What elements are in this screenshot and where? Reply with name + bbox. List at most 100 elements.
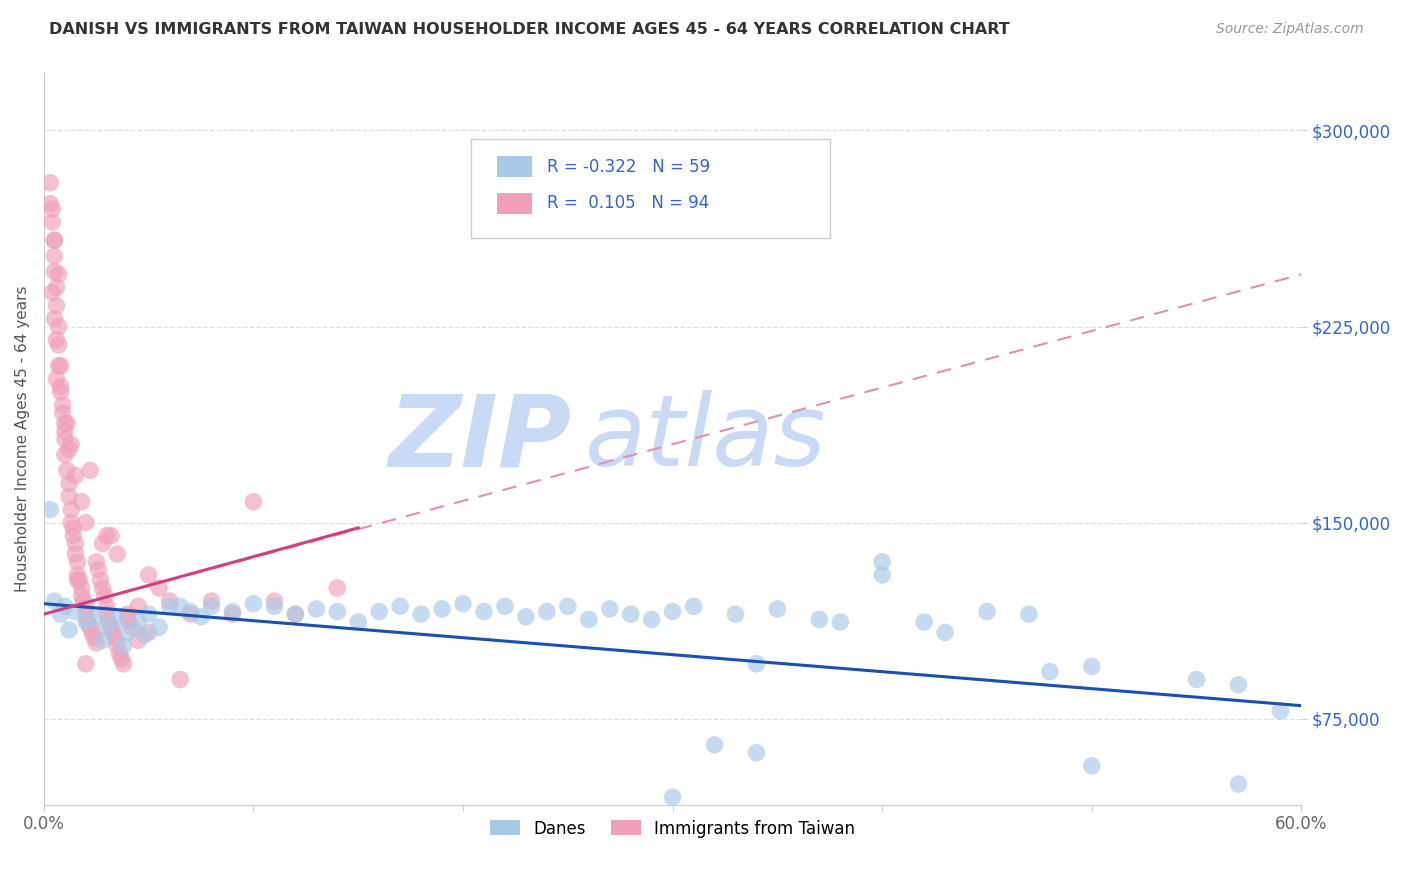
Point <box>53 448 76 462</box>
Point <box>830 615 852 629</box>
Point <box>148 620 170 634</box>
Point <box>70 589 93 603</box>
Point <box>44 233 66 247</box>
Point <box>75 607 97 622</box>
Point <box>808 612 831 626</box>
Point <box>60 516 83 530</box>
Point <box>96 529 118 543</box>
Point <box>242 494 264 508</box>
Point <box>45 333 67 347</box>
Point <box>200 599 222 614</box>
Point <box>89 573 111 587</box>
Point <box>1081 659 1104 673</box>
Legend: Danes, Immigrants from Taiwan: Danes, Immigrants from Taiwan <box>484 813 862 844</box>
Y-axis label: Householder Income Ages 45 - 64 years: Householder Income Ages 45 - 64 years <box>15 285 30 592</box>
Point <box>112 639 135 653</box>
Point <box>66 573 89 587</box>
Point <box>66 568 89 582</box>
Point <box>39 502 62 516</box>
Point <box>58 490 80 504</box>
Point <box>494 599 516 614</box>
Point <box>104 631 127 645</box>
Point <box>1185 673 1208 687</box>
Point <box>1227 678 1250 692</box>
Point <box>44 594 66 608</box>
Point <box>58 623 80 637</box>
Point <box>49 607 72 622</box>
Point <box>45 372 67 386</box>
Point <box>65 536 87 550</box>
Point <box>138 568 160 582</box>
Text: R =  0.105   N = 94: R = 0.105 N = 94 <box>547 194 709 212</box>
Point <box>724 607 747 622</box>
Point <box>100 529 122 543</box>
Point <box>134 628 156 642</box>
Point <box>368 605 391 619</box>
Point <box>84 636 107 650</box>
Point <box>110 651 132 665</box>
Text: atlas: atlas <box>585 391 827 488</box>
Point <box>45 280 67 294</box>
Point <box>41 285 63 300</box>
Point <box>127 633 149 648</box>
Point <box>79 463 101 477</box>
Point <box>578 612 600 626</box>
Point <box>200 594 222 608</box>
Point <box>112 657 135 671</box>
Point <box>58 476 80 491</box>
Point <box>49 380 72 394</box>
Bar <box>496 193 531 213</box>
Point <box>159 594 181 608</box>
Point <box>73 594 96 608</box>
Point <box>430 602 453 616</box>
Point <box>682 599 704 614</box>
Point <box>49 359 72 373</box>
Point <box>263 599 285 614</box>
Point <box>91 536 114 550</box>
Point <box>411 607 433 622</box>
Point <box>56 417 79 431</box>
Point <box>93 589 115 603</box>
Point <box>912 615 935 629</box>
Point <box>169 673 191 687</box>
Point <box>745 657 768 671</box>
Point <box>347 615 370 629</box>
Point <box>326 581 349 595</box>
Point <box>148 581 170 595</box>
Point <box>84 555 107 569</box>
Point <box>44 233 66 247</box>
Point <box>52 398 75 412</box>
Point <box>69 573 91 587</box>
Point <box>101 625 124 640</box>
Point <box>305 602 328 616</box>
Point <box>515 609 537 624</box>
Text: DANISH VS IMMIGRANTS FROM TAIWAN HOUSEHOLDER INCOME AGES 45 - 64 YEARS CORRELATI: DANISH VS IMMIGRANTS FROM TAIWAN HOUSEHO… <box>49 22 1010 37</box>
Point <box>640 612 662 626</box>
Point <box>472 605 495 619</box>
Bar <box>496 156 531 177</box>
Point <box>870 568 893 582</box>
FancyBboxPatch shape <box>471 139 830 237</box>
Point <box>48 338 70 352</box>
Point <box>661 605 683 619</box>
Point <box>52 406 75 420</box>
Point <box>91 581 114 595</box>
Point <box>53 599 76 614</box>
Point <box>75 516 97 530</box>
Point <box>105 612 128 626</box>
Point <box>127 615 149 629</box>
Point <box>127 599 149 614</box>
Point <box>117 607 139 622</box>
Point <box>65 547 87 561</box>
Point <box>934 625 956 640</box>
Point <box>79 620 101 634</box>
Point <box>45 299 67 313</box>
Point <box>97 615 120 629</box>
Point <box>62 529 84 543</box>
Point <box>138 607 160 622</box>
Point <box>83 631 105 645</box>
Point <box>100 620 122 634</box>
Point <box>96 599 118 614</box>
Point <box>703 738 725 752</box>
Point <box>221 607 243 622</box>
